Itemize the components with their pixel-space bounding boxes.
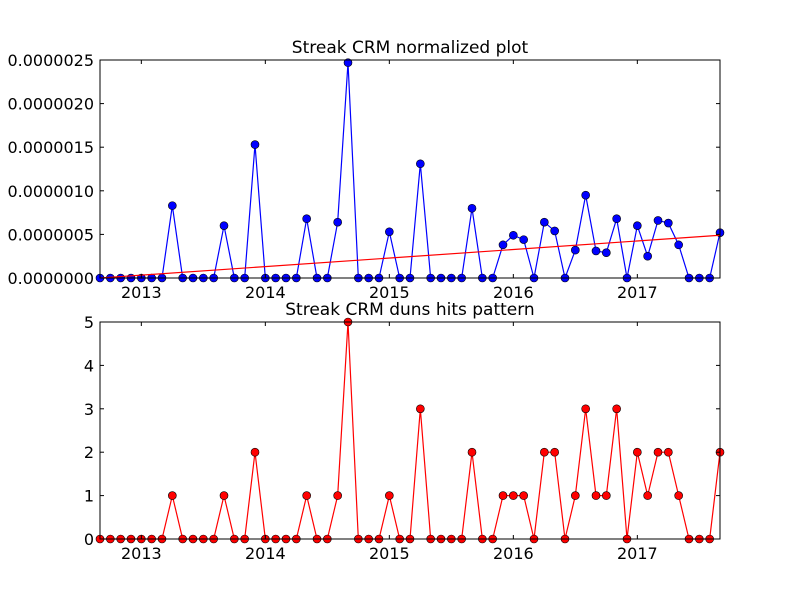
duns-hits-y-tick-label: 0 xyxy=(84,530,94,549)
duns-hits-y-axis: 0 1 2 3 4 5 xyxy=(84,313,720,549)
duns-hits-y-tick-label: 4 xyxy=(84,356,94,375)
duns-hits-point xyxy=(633,447,642,457)
duns-hits-point xyxy=(385,491,394,500)
normalized-x-tick-label: 2014 xyxy=(245,283,286,302)
normalized-point xyxy=(385,227,394,237)
normalized-point xyxy=(168,201,177,210)
duns-hits-x-tick-label: 2013 xyxy=(121,544,162,563)
normalized-x-tick-label: 2016 xyxy=(493,283,534,302)
duns-hits-point xyxy=(612,404,621,414)
duns-hits-point xyxy=(498,491,508,500)
duns-hits-y-tick-label: 3 xyxy=(84,400,94,419)
normalized-point xyxy=(674,240,683,250)
normalized-y-tick-label: 0.0000010 xyxy=(7,182,94,201)
duns-hits-x-tick-label: 2015 xyxy=(369,544,410,563)
normalized-point xyxy=(509,230,518,240)
normalized-plot-panel: Streak CRM normalized plot 0.00000000.00… xyxy=(7,38,725,302)
normalized-x-tick-label: 2017 xyxy=(617,283,658,302)
normalized-plot-frame xyxy=(99,59,721,279)
duns-hits-x-tick-label: 2016 xyxy=(493,544,534,563)
duns-hits-point xyxy=(219,491,229,500)
normalized-y-tick-label: 0.0000015 xyxy=(7,138,94,157)
normalized-point xyxy=(343,58,353,67)
duns-hits-point xyxy=(581,404,590,414)
duns-hits-y-tick-label: 1 xyxy=(84,487,94,506)
duns-hits-point xyxy=(550,447,559,457)
normalized-point xyxy=(612,214,621,223)
duns-hits-y-tick-label: 5 xyxy=(84,313,94,332)
duns-hits-point xyxy=(250,447,260,457)
duns-hits-point xyxy=(664,447,673,457)
normalized-point xyxy=(643,251,652,261)
normalized-point xyxy=(581,190,590,200)
normalized-y-tick-label: 0.0000025 xyxy=(7,51,94,70)
normalized-point xyxy=(664,218,673,228)
normalized-point xyxy=(540,217,549,227)
normalized-x-tick-label: 2015 xyxy=(369,283,410,302)
normalized-plot-y-axis: 0.0000000 0.0000005 0.0000010 0.0000015 0.00… xyxy=(7,51,720,288)
normalized-point xyxy=(602,248,611,258)
normalized-point xyxy=(250,140,260,149)
duns-hits-point xyxy=(467,447,477,457)
normalized-point xyxy=(550,226,559,236)
normalized-y-tick-label: 0.0000005 xyxy=(7,225,94,244)
duns-hits-point xyxy=(509,491,518,500)
duns-hits-x-tick-label: 2014 xyxy=(245,544,286,563)
normalized-point xyxy=(591,246,601,256)
duns-hits-point xyxy=(416,404,425,414)
duns-hits-point xyxy=(540,447,549,457)
normalized-point xyxy=(519,235,528,244)
duns-hits-x-axis: 2013 2014 2015 2016 2017 xyxy=(121,322,658,563)
normalized-point xyxy=(653,216,663,225)
duns-hits-panel: Streak CRM duns hits pattern 0 1 2 3 4 5 2013… xyxy=(84,300,725,563)
duns-hits-point xyxy=(643,491,652,500)
duns-hits-y-tick-label: 2 xyxy=(84,443,94,462)
normalized-point xyxy=(333,217,342,227)
duns-hits-point xyxy=(653,447,663,457)
normalized-point xyxy=(219,221,229,230)
normalized-x-tick-label: 2013 xyxy=(121,283,162,302)
duns-hits-point xyxy=(602,491,611,500)
duns-hits-frame xyxy=(99,321,721,540)
normalized-point xyxy=(498,240,508,250)
duns-hits-point xyxy=(674,491,683,500)
duns-hits-point xyxy=(571,491,580,500)
normalized-plot-title: Streak CRM normalized plot xyxy=(292,38,529,58)
normalized-point xyxy=(302,214,311,223)
normalized-y-tick-label: 0.0000000 xyxy=(7,269,94,288)
normalized-point xyxy=(633,221,642,230)
normalized-trend-line xyxy=(99,234,721,279)
duns-hits-point xyxy=(168,491,177,500)
duns-hits-point xyxy=(519,491,528,500)
normalized-y-tick-label: 0.0000020 xyxy=(7,95,94,114)
normalized-point xyxy=(416,159,425,169)
duns-hits-title: Streak CRM duns hits pattern xyxy=(285,300,534,320)
normalized-plot-x-axis: 2013 2014 2015 2016 2017 xyxy=(121,60,658,302)
normalized-point xyxy=(571,245,580,255)
duns-hits-point xyxy=(333,491,342,500)
duns-hits-x-tick-label: 2017 xyxy=(617,544,658,563)
duns-hits-point xyxy=(302,491,311,500)
normalized-point xyxy=(467,203,477,213)
duns-hits-point xyxy=(591,491,601,500)
